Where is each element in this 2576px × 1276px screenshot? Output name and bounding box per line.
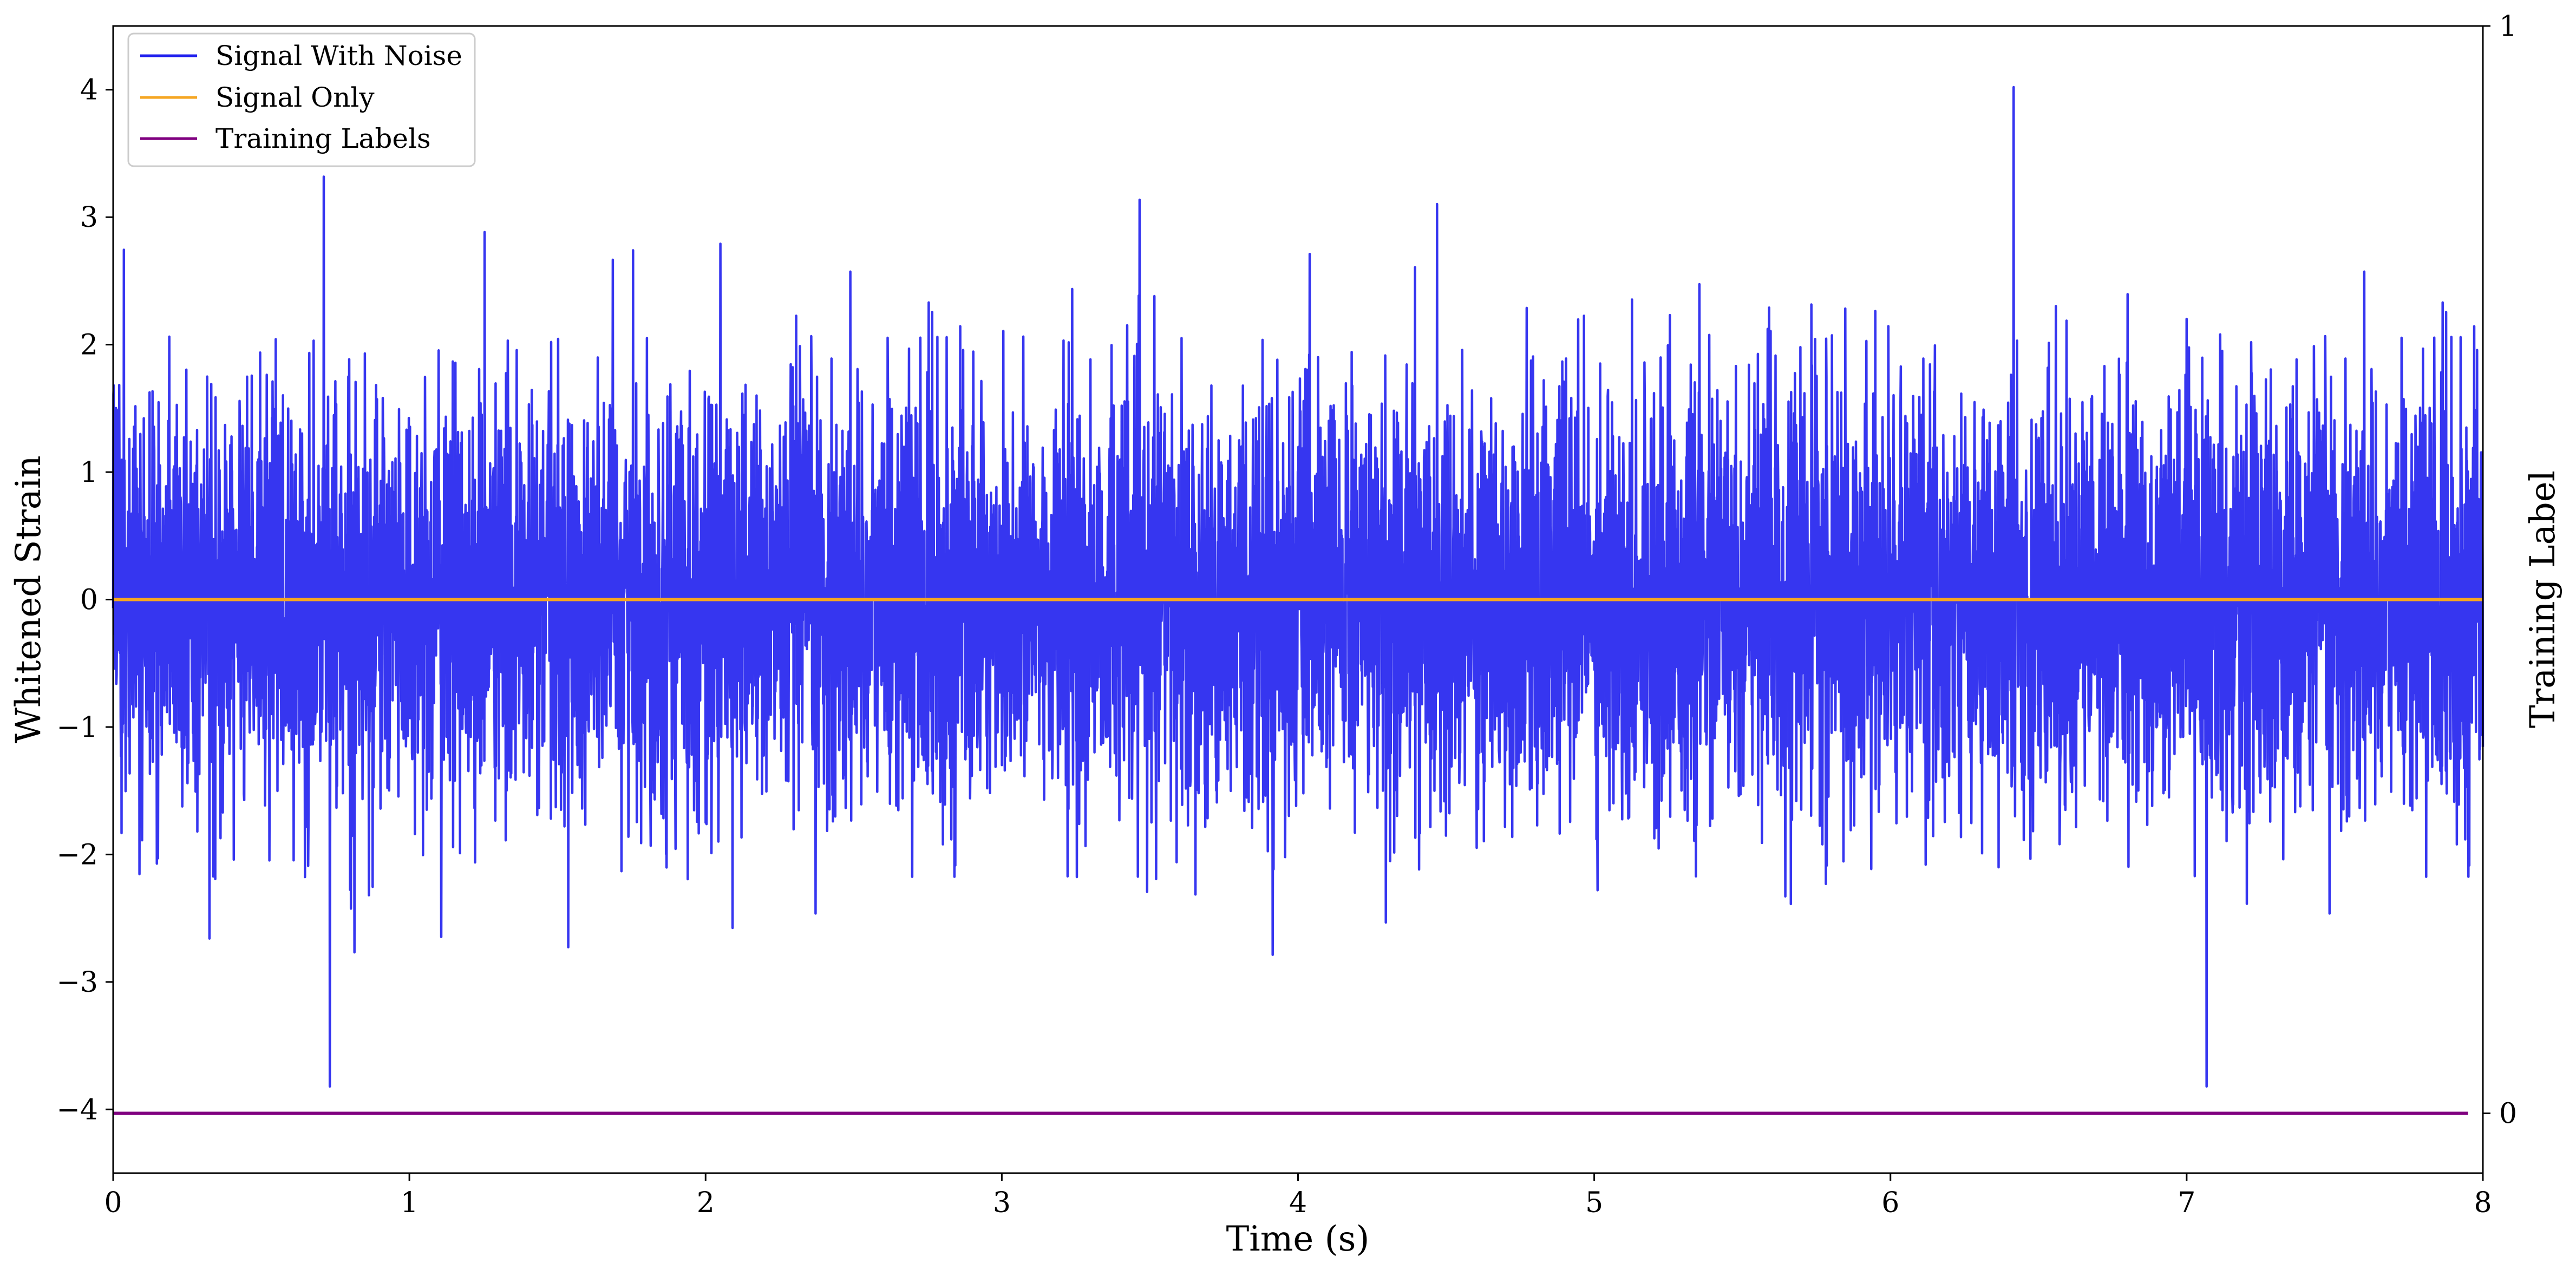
y-tick-label: 3	[80, 201, 98, 234]
x-tick-label: 2	[697, 1187, 715, 1219]
x-tick-label: 7	[2178, 1187, 2195, 1219]
x-tick-label: 4	[1289, 1187, 1307, 1219]
y-axis-label: Whitened Strain	[9, 455, 49, 743]
x-tick-label: 0	[104, 1187, 122, 1219]
y2-axis-ticks: 01	[2483, 10, 2517, 1130]
legend-label-signal-only: Signal Only	[215, 82, 375, 113]
legend-label-training-labels: Training Labels	[215, 123, 431, 154]
y-tick-label: −3	[56, 966, 98, 999]
x-axis-label: Time (s)	[1226, 1219, 1370, 1259]
y2-tick-label: 0	[2499, 1098, 2517, 1130]
y-tick-label: 1	[80, 456, 98, 489]
plot-area	[112, 86, 2485, 1115]
x-tick-label: 8	[2474, 1187, 2492, 1219]
legend: Signal With Noise Signal Only Training L…	[127, 32, 476, 167]
x-tick-label: 3	[993, 1187, 1011, 1219]
y-axis-ticks: −4 −3 −2 −1 0 1 2 3 4	[56, 74, 113, 1126]
y2-axis-label: Training Label	[2523, 470, 2563, 728]
x-tick-label: 5	[1585, 1187, 1603, 1219]
legend-label-signal-with-noise: Signal With Noise	[215, 40, 462, 71]
x-tick-label: 6	[1881, 1187, 1899, 1219]
y-tick-label: 4	[80, 74, 98, 107]
series-line-signal-with-noise	[112, 86, 2485, 1088]
y-tick-label: −1	[56, 711, 98, 744]
y-tick-label: 0	[80, 584, 98, 617]
x-tick-label: 1	[401, 1187, 419, 1219]
y-tick-label: −4	[56, 1094, 98, 1126]
y2-tick-label: 1	[2499, 10, 2517, 43]
legend-box	[127, 32, 476, 167]
x-axis-ticks: 0 1 2 3 4 5 6 7 8	[104, 1173, 2492, 1219]
y-tick-label: 2	[80, 329, 98, 362]
y-tick-label: −2	[56, 839, 98, 871]
